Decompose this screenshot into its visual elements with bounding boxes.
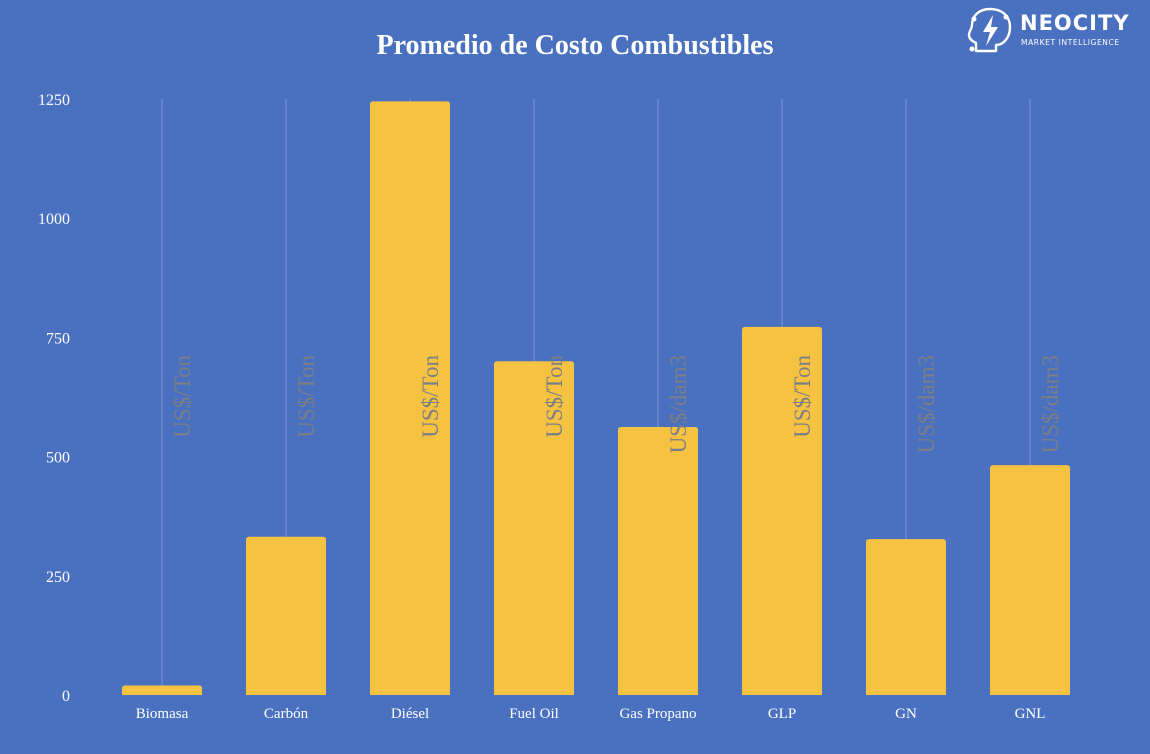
bar-carbón xyxy=(246,536,326,695)
chart-title: Promedio de Costo Combustibles xyxy=(376,30,774,61)
bar-gas-propano xyxy=(618,427,698,695)
x-tick-label: GNL xyxy=(1015,706,1046,722)
logo-tagline: MARKET INTELLIGENCE xyxy=(1021,38,1120,47)
x-tick-label: GLP xyxy=(768,706,796,722)
logo-name: NEOCITY xyxy=(1020,11,1130,35)
x-tick-label: Biomasa xyxy=(136,706,189,722)
y-tick-label: 0 xyxy=(62,688,70,705)
y-tick-label: 750 xyxy=(46,330,70,347)
x-axis-ticks: Biomasa Carbón Diésel Fuel Oil Gas Propano GL… xyxy=(136,706,1046,722)
y-tick-label: 250 xyxy=(46,569,70,586)
unit-label: US$/Ton xyxy=(418,355,443,438)
unit-label: US$/dam3 xyxy=(914,355,939,453)
bar-glp xyxy=(742,326,822,695)
unit-label: US$/Ton xyxy=(294,355,319,438)
y-axis-ticks: 0 250 500 750 1000 1250 xyxy=(38,92,70,705)
x-tick-label: Gas Propano xyxy=(619,706,696,722)
bar-fuel-oil xyxy=(494,361,574,695)
unit-label: US$/dam3 xyxy=(1038,355,1063,453)
bar-gnl xyxy=(990,465,1070,695)
x-tick-label: Fuel Oil xyxy=(509,706,559,722)
unit-label: US$/Ton xyxy=(542,355,567,438)
bar-biomasa xyxy=(122,685,202,695)
unit-label: US$/Ton xyxy=(790,355,815,438)
y-tick-label: 500 xyxy=(46,450,70,467)
neocity-logo: NEOCITY MARKET INTELLIGENCE xyxy=(966,5,1142,55)
unit-label: US$/dam3 xyxy=(666,355,691,453)
y-tick-label: 1250 xyxy=(38,92,70,109)
y-tick-label: 1000 xyxy=(38,211,70,228)
x-tick-label: GN xyxy=(895,706,917,722)
bars xyxy=(122,101,1070,695)
brain-lightning-icon xyxy=(967,7,1012,53)
unit-label: US$/Ton xyxy=(170,355,195,438)
bar-diésel xyxy=(370,101,450,695)
unit-labels: US$/Ton US$/Ton US$/Ton US$/Ton US$/dam3 US$/… xyxy=(170,355,1063,454)
x-tick-label: Diésel xyxy=(391,706,429,722)
bar-gn xyxy=(866,539,946,695)
x-tick-label: Carbón xyxy=(264,706,309,722)
